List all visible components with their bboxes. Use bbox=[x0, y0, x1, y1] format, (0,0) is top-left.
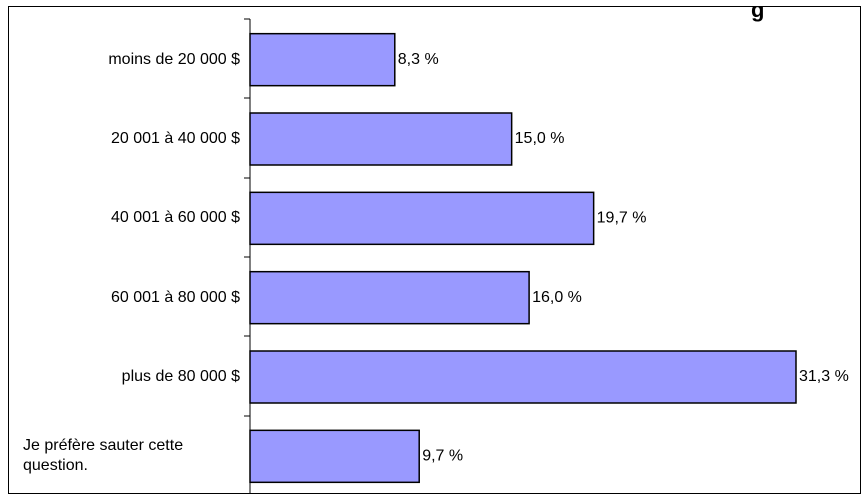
bar bbox=[249, 32, 396, 87]
bar bbox=[249, 112, 513, 166]
category-label: plus de 80 000 $ bbox=[122, 367, 240, 387]
category-label: 40 001 à 60 000 $ bbox=[111, 208, 240, 228]
category-label: 20 001 à 40 000 $ bbox=[111, 129, 240, 149]
category-label-line: question. bbox=[23, 457, 88, 475]
data-label: 15,0 % bbox=[515, 130, 565, 147]
chart-frame: g 8,3 % 15,0 % 19,7 % 16,0 % 31,3 % 9,7 % moi… bbox=[8, 6, 861, 494]
category-label: Je préfère sauter cette question. bbox=[23, 436, 183, 476]
bar bbox=[249, 429, 420, 484]
bar bbox=[249, 191, 595, 246]
data-label: 8,3 % bbox=[398, 51, 439, 68]
category-label-line: 40 001 à 60 000 $ bbox=[110, 209, 240, 227]
category-label-line: plus de 80 000 $ bbox=[121, 368, 240, 385]
chart-title-fragment: g bbox=[751, 6, 765, 22]
category-label: 60 001 à 80 000 $ bbox=[111, 288, 240, 308]
category-label-line: moins de 20 000 $ bbox=[108, 50, 240, 68]
category-label-line: 60 001 à 80 000 $ bbox=[110, 288, 240, 306]
data-label: 19,7 % bbox=[597, 210, 647, 227]
category-label-line: Je préfère sauter cette bbox=[23, 437, 184, 455]
bar-chart: 8,3 % 15,0 % 19,7 % 16,0 % 31,3 % 9,7 % bbox=[244, 18, 849, 493]
data-label: 9,7 % bbox=[422, 448, 463, 465]
data-label: 16,0 % bbox=[532, 289, 582, 306]
data-label: 31,3 % bbox=[799, 368, 849, 385]
bar bbox=[249, 270, 530, 325]
category-label: moins de 20 000 $ bbox=[108, 50, 240, 70]
category-label-line: 20 001 à 40 000 $ bbox=[110, 130, 240, 147]
bar bbox=[249, 350, 797, 404]
